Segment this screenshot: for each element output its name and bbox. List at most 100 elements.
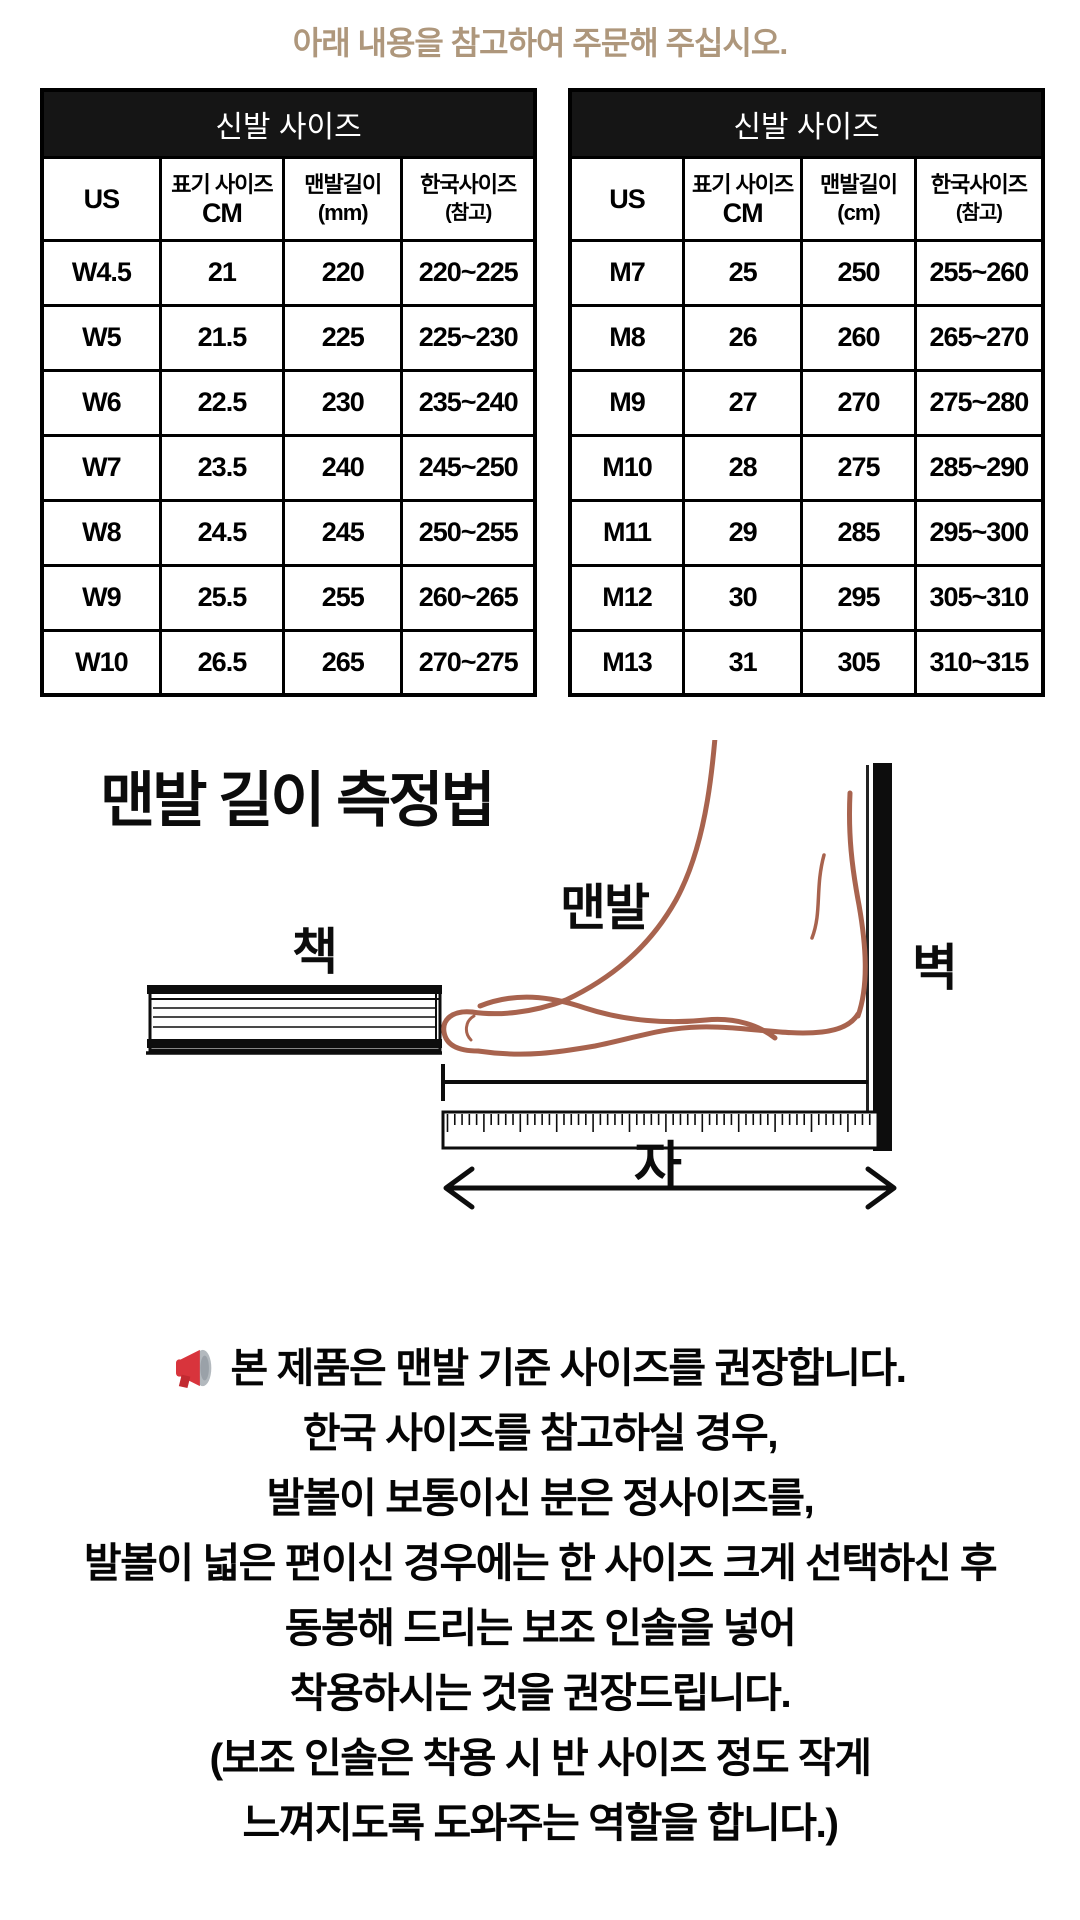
notice-line: 발볼이 넓은 편이신 경우에는 한 사이즈 크게 선택하신 후	[83, 1540, 998, 1586]
header-line: 맨발길이	[820, 171, 898, 197]
notice-line: 착용하시는 것을 권장드립니다.	[289, 1670, 792, 1716]
table-row: W9 25.5 255 260~265	[40, 563, 537, 632]
table-cell: 270	[800, 368, 917, 437]
table-cell: 30	[682, 563, 804, 632]
header-line: CM	[722, 197, 764, 228]
table-cell: 28	[682, 433, 804, 502]
size-table-women: 신발 사이즈 US 표기 사이즈 CM 맨발길이 (mm) 한국사이즈 (참고)	[40, 88, 537, 697]
table-cell: M13	[568, 628, 686, 697]
table-cell: 285~290	[913, 433, 1045, 502]
table-cell: 220	[282, 238, 404, 307]
size-notice-block: 본 제품은 맨발 기준 사이즈를 권장합니다. 한국 사이즈를 참고하실 경우,…	[0, 1336, 1080, 1856]
table-row: W5 21.5 225 225~230	[40, 303, 537, 372]
table-cell: 21	[158, 238, 286, 307]
table-cell: 265	[282, 628, 404, 697]
table-cell: M8	[568, 303, 686, 372]
table-cell: W9	[40, 563, 162, 632]
table-cell: M11	[568, 498, 686, 567]
book-label: 책	[292, 924, 338, 980]
table-cell: 25.5	[158, 563, 286, 632]
table-cell: 24.5	[158, 498, 286, 567]
notice-line: 한국 사이즈를 참고하실 경우,	[302, 1410, 779, 1456]
size-table-men: 신발 사이즈 US 표기 사이즈 CM 맨발길이 (cm) 한국사이즈 (참고)	[568, 88, 1045, 697]
header-line: 한국사이즈	[420, 171, 517, 197]
column-header-us: US	[568, 155, 686, 242]
table-cell: 255~260	[913, 238, 1045, 307]
table-cell: 26.5	[158, 628, 286, 697]
size-table: 신발 사이즈 US 표기 사이즈 CM 맨발길이 (cm) 한국사이즈 (참고)	[568, 88, 1045, 697]
notice-text: 본 제품은 맨발 기준 사이즈를 권장합니다.	[230, 1345, 907, 1391]
header-line: (참고)	[955, 201, 1003, 224]
diagram-title: 맨발 길이 측정법	[100, 767, 496, 834]
table-cell: M12	[568, 563, 686, 632]
notice-line: 발볼이 보통이신 분은 정사이즈를,	[266, 1475, 815, 1521]
table-cell: W4.5	[40, 238, 162, 307]
table-row: M8 26 260 265~270	[568, 303, 1045, 372]
table-row: M13 31 305 310~315	[568, 628, 1045, 697]
header-line: (cm)	[837, 199, 880, 225]
table-cell: 220~225	[400, 238, 537, 307]
table-cell: W5	[40, 303, 162, 372]
table-cell: M9	[568, 368, 686, 437]
table-cell: 310~315	[913, 628, 1045, 697]
table-cell: 225	[282, 303, 404, 372]
header-line: US	[609, 183, 646, 214]
table-cell: 285	[800, 498, 917, 567]
column-header-korea-size: 한국사이즈 (참고)	[400, 155, 537, 242]
table-row: W4.5 21 220 220~225	[40, 238, 537, 307]
table-row: M12 30 295 305~310	[568, 563, 1045, 632]
table-cell: 250	[800, 238, 917, 307]
table-cell: M10	[568, 433, 686, 502]
table-cell: 265~270	[913, 303, 1045, 372]
table-cell: 21.5	[158, 303, 286, 372]
column-header-korea-size: 한국사이즈 (참고)	[913, 155, 1045, 242]
table-cell: W10	[40, 628, 162, 697]
table-cell: 25	[682, 238, 804, 307]
column-header-size-cm: 표기 사이즈 CM	[682, 155, 804, 242]
table-row: M11 29 285 295~300	[568, 498, 1045, 567]
table-cell: 230	[282, 368, 404, 437]
table-title: 신발 사이즈	[40, 88, 537, 159]
table-cell: M7	[568, 238, 686, 307]
table-cell: 305	[800, 628, 917, 697]
size-table: 신발 사이즈 US 표기 사이즈 CM 맨발길이 (mm) 한국사이즈 (참고)	[40, 88, 537, 697]
table-cell: 22.5	[158, 368, 286, 437]
table-cell: W6	[40, 368, 162, 437]
table-cell: 305~310	[913, 563, 1045, 632]
header-line: 표기 사이즈	[691, 171, 794, 197]
table-cell: 27	[682, 368, 804, 437]
table-row: W10 26.5 265 270~275	[40, 628, 537, 697]
table-row: W7 23.5 240 245~250	[40, 433, 537, 502]
column-header-us: US	[40, 155, 162, 242]
book-illustration	[146, 985, 442, 1055]
wall-bar	[866, 763, 892, 1151]
table-row: W6 22.5 230 235~240	[40, 368, 537, 437]
table-cell: 26	[682, 303, 804, 372]
table-row: M10 28 275 285~290	[568, 433, 1045, 502]
header-line: US	[83, 183, 121, 214]
header-line: (참고)	[445, 201, 492, 224]
foot-measurement-diagram	[146, 740, 897, 1210]
measurement-line	[441, 1064, 868, 1101]
table-body: M7 25 250 255~260 M8 26 260 265~270 M9 27 270 275~2…	[568, 238, 1045, 697]
column-header-foot-length: 맨발길이 (mm)	[282, 155, 404, 242]
notice-line: (보조 인솔은 착용 시 반 사이즈 정도 작게	[209, 1735, 872, 1781]
order-instruction-text: 아래 내용을 참고하여 주문해 주십시오.	[292, 25, 789, 61]
width-arrow	[443, 1166, 897, 1210]
table-cell: 235~240	[400, 368, 537, 437]
table-cell: 31	[682, 628, 804, 697]
table-cell: 250~255	[400, 498, 537, 567]
table-row: M9 27 270 275~280	[568, 368, 1045, 437]
barefoot-label: 맨발	[560, 880, 650, 936]
table-cell: 225~230	[400, 303, 537, 372]
table-cell: 23.5	[158, 433, 286, 502]
megaphone-icon	[176, 1349, 212, 1389]
table-cell: 275~280	[913, 368, 1045, 437]
table-cell: 29	[682, 498, 804, 567]
notice-line: 동봉해 드리는 보조 인솔을 넣어	[284, 1605, 797, 1651]
header-line: CM	[201, 197, 243, 228]
header-line: 맨발길이	[304, 171, 382, 197]
table-cell: 270~275	[400, 628, 537, 697]
wall-label: 벽	[912, 940, 958, 996]
table-cell: W8	[40, 498, 162, 567]
